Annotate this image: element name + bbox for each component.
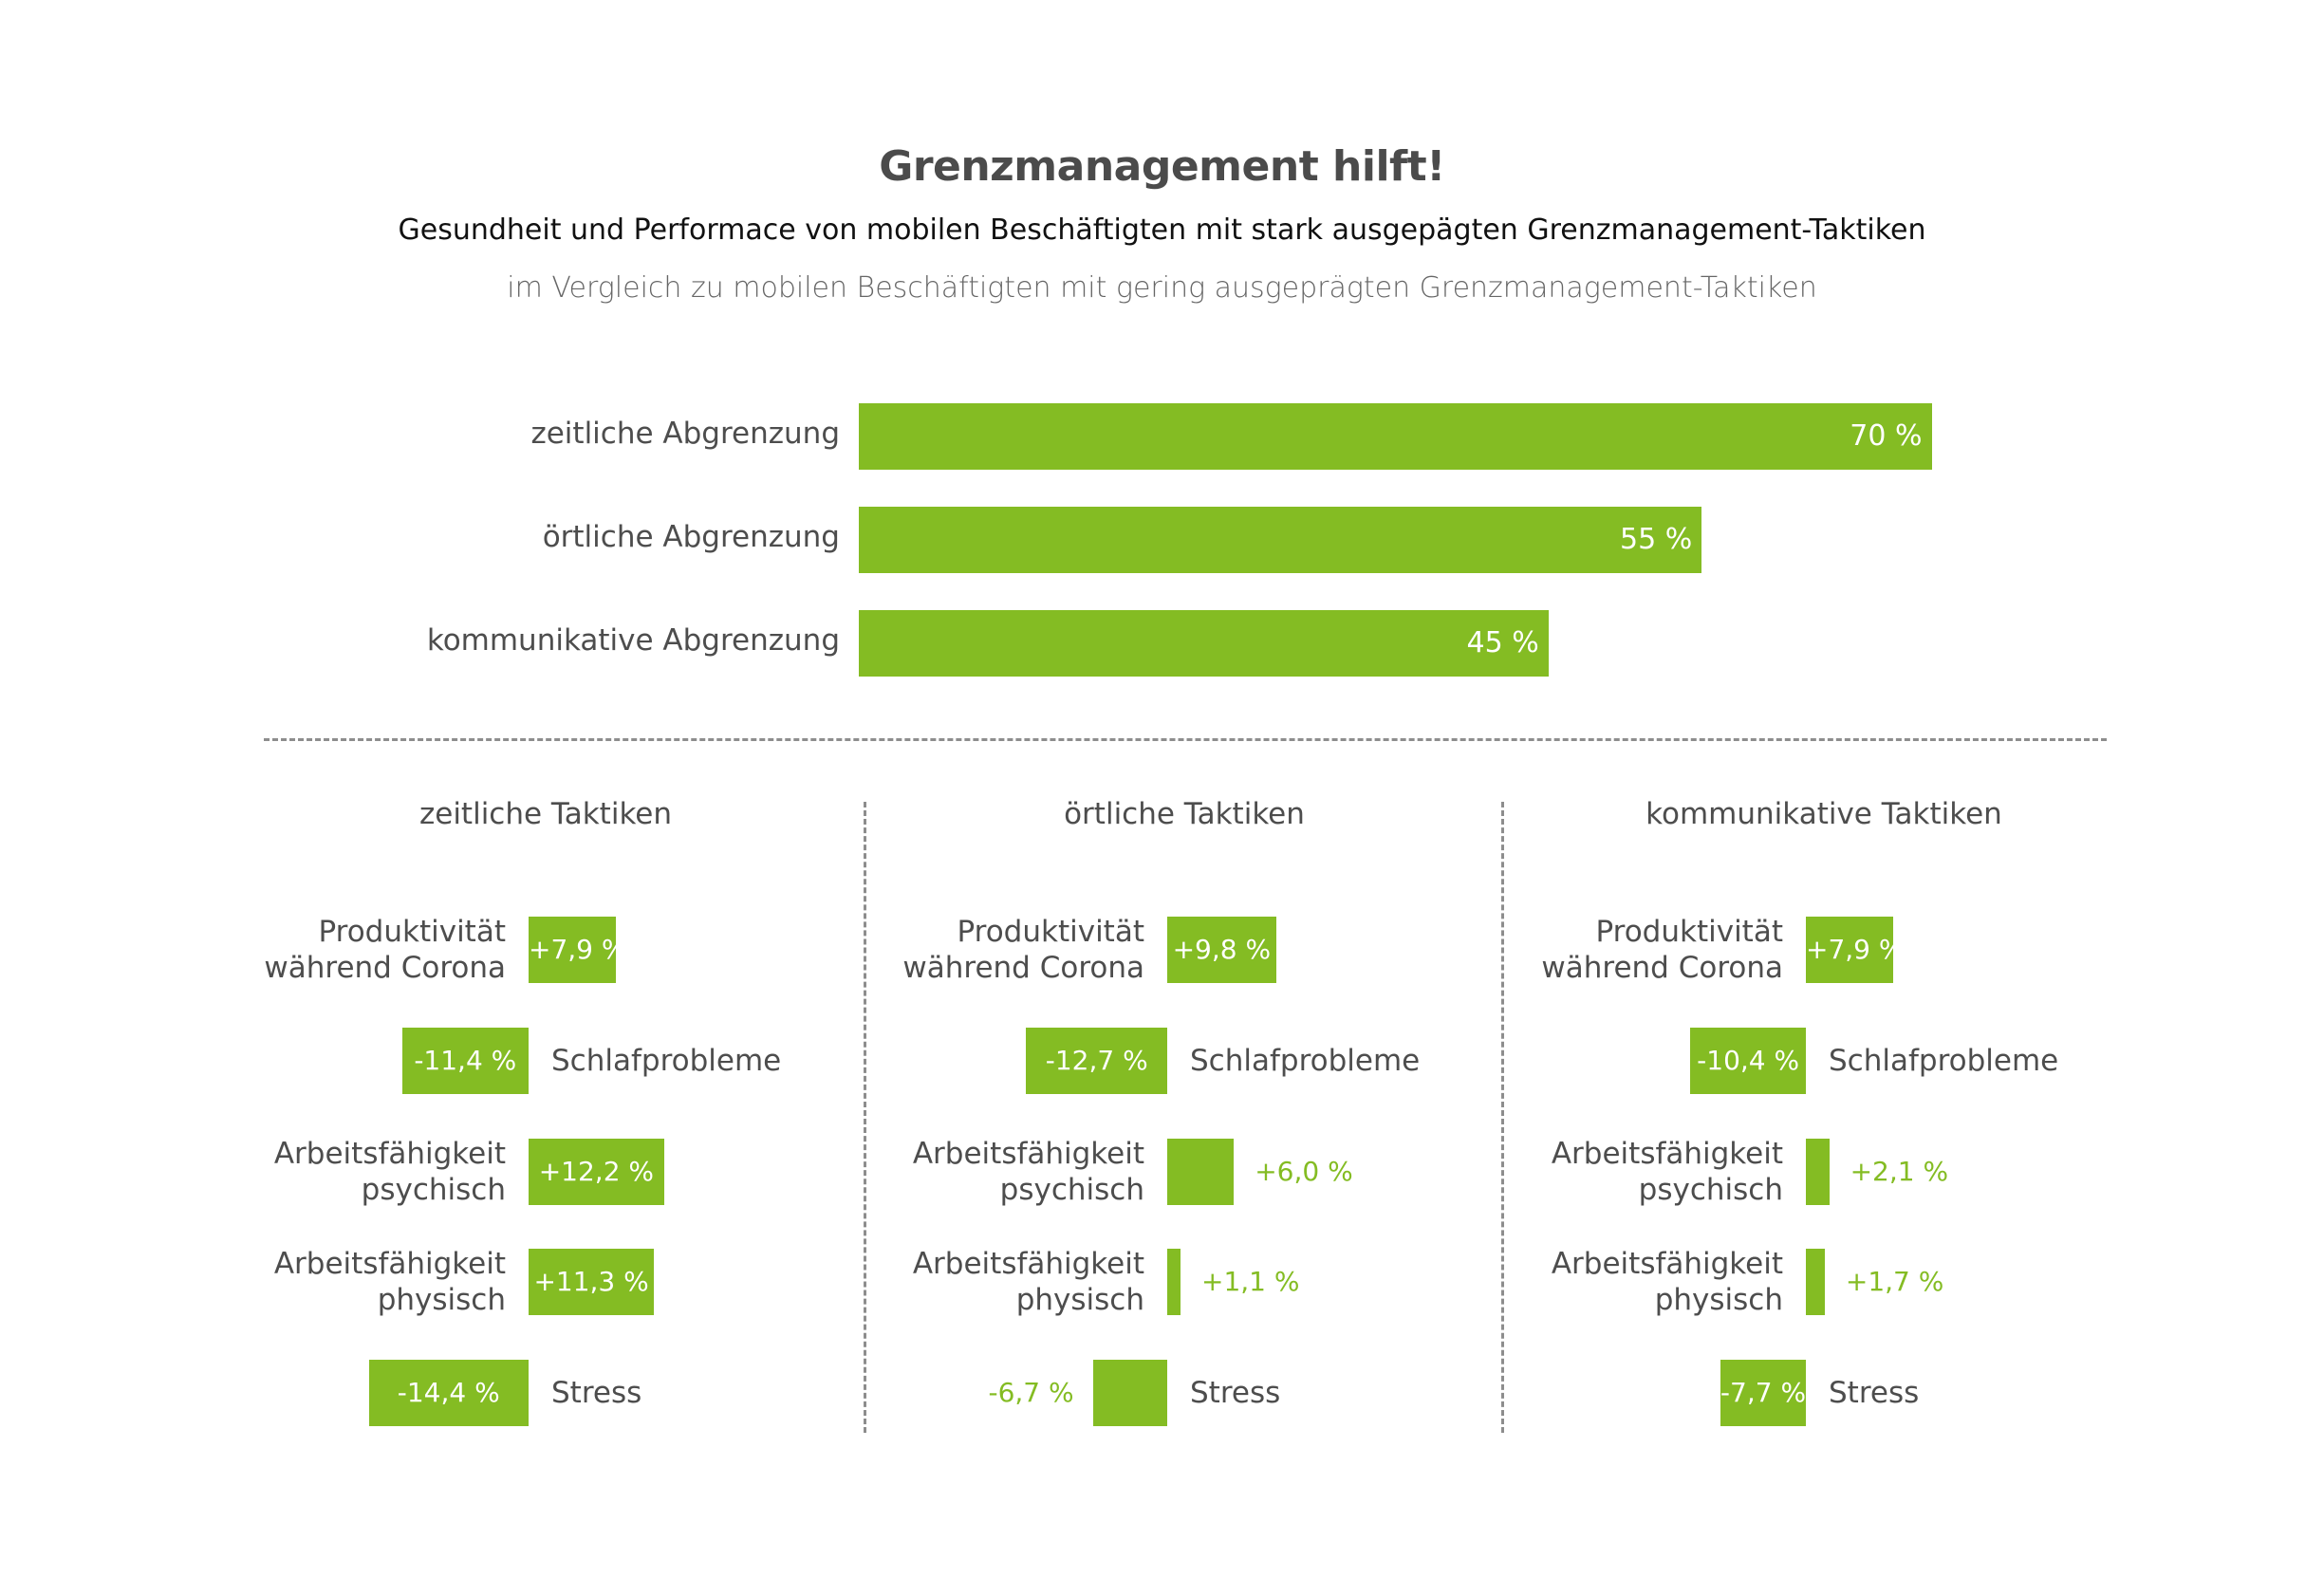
category-label-line: Arbeitsfähigkeit [273, 1137, 506, 1171]
category-label: Schlafprobleme [1190, 1043, 1420, 1079]
top-bar: 70 % [859, 403, 1932, 470]
category-label-line: Arbeitsfähigkeit [912, 1137, 1144, 1171]
category-label: Arbeitsfähigkeit psychisch [221, 1136, 506, 1208]
top-bar-value: 55 % [1620, 523, 1693, 556]
category-label: Arbeitsfähigkeit psychisch [1498, 1136, 1783, 1208]
category-label: Produktivität während Corona [1498, 914, 1783, 986]
data-label: -12,7 % [1045, 1045, 1148, 1076]
data-label: +2,1 % [1850, 1156, 1949, 1187]
category-label-line: während Corona [264, 951, 506, 985]
category-label-line: Arbeitsfähigkeit [273, 1247, 506, 1281]
horizontal-divider [264, 738, 2107, 741]
data-label: -7,7 % [1720, 1377, 1807, 1408]
data-label: +11,3 % [533, 1266, 649, 1297]
data-bar [1806, 917, 1894, 983]
data-label: +1,1 % [1201, 1266, 1300, 1297]
top-bar-label: kommunikative Abgrenzung [426, 623, 840, 658]
data-bar [529, 1249, 655, 1315]
data-bar [1806, 1249, 1825, 1315]
category-label-line: Produktivität [957, 915, 1145, 949]
panel-title: kommunikative Taktiken [1645, 797, 2002, 831]
category-label: Arbeitsfähigkeit psychisch [860, 1136, 1144, 1208]
data-bar [1092, 1360, 1167, 1426]
category-label-line: Schlafprobleme [551, 1044, 782, 1078]
category-label-line: physisch [377, 1283, 506, 1317]
category-label: Stress [1829, 1375, 1919, 1411]
data-bar [1806, 1139, 1830, 1205]
vertical-divider-2 [1501, 802, 1504, 1433]
data-bar [529, 917, 617, 983]
data-label: +6,0 % [1255, 1156, 1353, 1187]
chart-note: im Vergleich zu mobilen Beschäftigten mi… [507, 271, 1817, 305]
vertical-divider-1 [864, 802, 866, 1433]
category-label: Arbeitsfähigkeit physisch [860, 1246, 1144, 1318]
category-label: Arbeitsfähigkeit physisch [1498, 1246, 1783, 1318]
data-label: -10,4 % [1697, 1045, 1800, 1076]
category-label-line: Produktivität [318, 915, 507, 949]
top-bar: 45 % [859, 610, 1549, 677]
category-label-line: Schlafprobleme [1190, 1044, 1421, 1078]
data-bar [368, 1360, 529, 1426]
chart-title: Grenzmanagement hilft! [879, 142, 1445, 191]
top-bar-label: örtliche Abgrenzung [542, 520, 840, 554]
category-label-line: psychisch [999, 1173, 1144, 1207]
category-label-line: Arbeitsfähigkeit [912, 1247, 1144, 1281]
data-bar [1167, 917, 1276, 983]
category-label: Produktivität während Corona [221, 914, 506, 986]
category-label-line: während Corona [902, 951, 1144, 985]
data-bar [401, 1028, 529, 1094]
data-label: -11,4 % [414, 1045, 517, 1076]
data-bar [1167, 1139, 1235, 1205]
data-bar [529, 1139, 664, 1205]
data-bar [1026, 1028, 1167, 1094]
category-label-line: Stress [551, 1376, 642, 1410]
category-label: Schlafprobleme [551, 1043, 781, 1079]
panel-title: örtliche Taktiken [1064, 797, 1305, 831]
data-bar [1690, 1028, 1806, 1094]
data-label: +7,9 % [1806, 934, 1905, 965]
data-label: +12,2 % [538, 1156, 655, 1187]
category-label: Stress [551, 1375, 641, 1411]
data-bar [1720, 1360, 1806, 1426]
category-label-line: während Corona [1541, 951, 1783, 985]
top-bar-value: 70 % [1850, 419, 1923, 453]
data-label: -6,7 % [988, 1377, 1074, 1408]
category-label-line: physisch [1654, 1283, 1783, 1317]
category-label-line: Produktivität [1595, 915, 1784, 949]
category-label-line: Schlafprobleme [1829, 1044, 2059, 1078]
top-bar: 55 % [859, 507, 1702, 573]
top-bar-value: 45 % [1466, 626, 1539, 659]
category-label: Arbeitsfähigkeit physisch [221, 1246, 506, 1318]
category-label: Produktivität während Corona [860, 914, 1144, 986]
data-label: +1,7 % [1845, 1266, 1944, 1297]
category-label: Stress [1190, 1375, 1280, 1411]
category-label-line: Arbeitsfähigkeit [1551, 1137, 1783, 1171]
data-bar [1167, 1249, 1181, 1315]
data-label: +7,9 % [529, 934, 627, 965]
category-label-line: Stress [1190, 1376, 1281, 1410]
category-label-line: psychisch [1638, 1173, 1783, 1207]
category-label-line: psychisch [361, 1173, 506, 1207]
top-bar-label: zeitliche Abgrenzung [530, 417, 840, 451]
category-label-line: Stress [1829, 1376, 1920, 1410]
category-label: Schlafprobleme [1829, 1043, 2058, 1079]
data-label: -14,4 % [397, 1377, 500, 1408]
panel-title: zeitliche Taktiken [418, 797, 673, 831]
category-label-line: Arbeitsfähigkeit [1551, 1247, 1783, 1281]
category-label-line: physisch [1015, 1283, 1144, 1317]
data-label: +9,8 % [1172, 934, 1272, 965]
chart-subtitle: Gesundheit und Performace von mobilen Be… [398, 213, 1926, 247]
